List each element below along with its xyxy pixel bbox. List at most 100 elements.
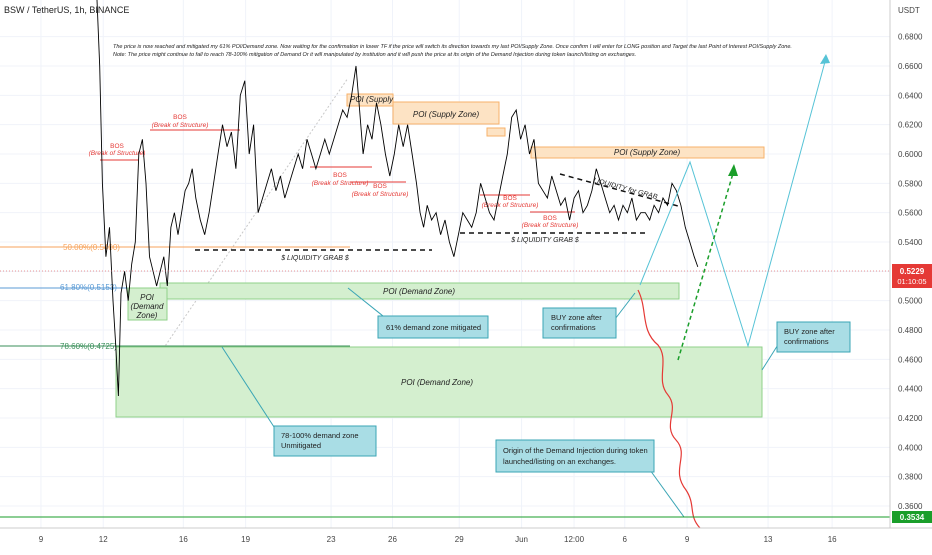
last-price-value: 0.5229 xyxy=(900,267,925,276)
callout-78-group: 78-100% demand zone Unmitigated xyxy=(221,346,377,457)
price-tick-label: 0.6800 xyxy=(898,33,923,42)
currency-label: USDT xyxy=(898,6,920,15)
price-tick-label: 0.4000 xyxy=(898,443,923,452)
note-line-1: The price is now reached and mitigated m… xyxy=(113,44,792,50)
price-tick-label: 0.3600 xyxy=(898,502,923,511)
bos-sub-4: (Break of Structure) xyxy=(352,191,409,198)
bos-title-4: BOS xyxy=(373,183,387,190)
time-tick-label: 6 xyxy=(623,535,628,544)
supply-zone-3 xyxy=(530,146,765,159)
callout-origin-group: Origin of the Demand Injection during to… xyxy=(495,439,685,518)
supply-zone-2 xyxy=(392,101,500,125)
bos-group-5: BOS (Break of Structure) xyxy=(480,194,539,209)
candle-countdown: 01:10:05 xyxy=(897,277,926,286)
projection-cyan-arrowhead xyxy=(820,54,830,64)
supply-zone-small-a xyxy=(486,127,506,137)
price-tick-label: 0.4200 xyxy=(898,414,923,423)
symbol-title: BSW / TetherUS, 1h, BINANCE xyxy=(4,5,129,15)
bos-group-6: BOS (Break of Structure) xyxy=(522,211,579,229)
callout-origin-line2: launched/listing on an exchanges. xyxy=(503,457,616,466)
callout-61-box xyxy=(377,315,489,339)
callout-61-text: 61% demand zone mitigated xyxy=(386,323,481,332)
price-series-line xyxy=(96,0,699,397)
last-price-tag xyxy=(892,264,932,288)
supply-zone-2-label: POI (Supply Zone) xyxy=(413,110,480,119)
price-tick-label: 0.6400 xyxy=(898,91,923,100)
poi-small-label-3: Zone) xyxy=(136,311,158,320)
demand-zone-78 xyxy=(115,346,763,418)
price-tick-label: 0.5400 xyxy=(898,238,923,247)
time-tick-label: 29 xyxy=(455,535,464,544)
price-tick-label: 0.6200 xyxy=(898,121,923,130)
time-tick-label: 19 xyxy=(241,535,250,544)
fib-786-label: 78.60%(0.4725) xyxy=(60,342,117,351)
callout-78-line1: 78-100% demand zone xyxy=(281,431,359,440)
plot-area[interactable] xyxy=(0,0,890,528)
time-axis-ticks[interactable]: 9 12 16 19 23 26 29 Jun 12:00 6 9 13 16 xyxy=(39,535,837,544)
price-tick-label: 0.5800 xyxy=(898,179,923,188)
price-tick-label: 0.4600 xyxy=(898,355,923,364)
time-tick-label: Jun xyxy=(515,535,528,544)
bos-title-5: BOS xyxy=(503,195,517,202)
callout-buy-2-line1: BUY zone after xyxy=(784,327,835,336)
projection-cyan-path xyxy=(639,57,827,348)
price-tick-label: 0.5600 xyxy=(898,209,923,218)
time-tick-label: 13 xyxy=(764,535,773,544)
price-tick-label: 0.3800 xyxy=(898,473,923,482)
callout-buy-1-line1: BUY zone after xyxy=(551,313,602,322)
projection-green-arrow xyxy=(677,169,735,361)
projection-green-arrowhead xyxy=(728,164,738,176)
bos-sub-6: (Break of Structure) xyxy=(522,222,579,229)
fib-618-label: 61.80%(0.5153) xyxy=(60,283,117,292)
price-tick-label: 0.6000 xyxy=(898,150,923,159)
time-tick-label: 16 xyxy=(828,535,837,544)
time-tick-label: 26 xyxy=(388,535,397,544)
callout-origin-line1: Origin of the Demand Injection during to… xyxy=(503,446,648,455)
bos-sub-1: (Break of Structure) xyxy=(89,150,146,157)
poi-small-label-1: POI xyxy=(140,293,155,302)
demand-zone-78-label: POI (Demand Zone) xyxy=(401,378,473,387)
bos-sub-3: (Break of Structure) xyxy=(312,180,369,187)
supply-zone-3-label: POI (Supply Zone) xyxy=(614,148,681,157)
callout-buy-2-group: BUY zone after confirmations xyxy=(761,321,851,371)
liquidity-label-1: $ LIQUIDITY GRAB $ xyxy=(280,255,349,262)
callout-buy-2-box xyxy=(776,321,851,353)
demand-zone-small xyxy=(127,287,168,321)
price-tick-label: 0.6600 xyxy=(898,62,923,71)
time-tick-label: 9 xyxy=(685,535,690,544)
poi-small-label-2: (Demand xyxy=(131,302,164,311)
bos-group-4: BOS (Break of Structure) xyxy=(350,181,409,198)
callout-buy-1-line2: confirmations xyxy=(551,323,596,332)
supply-zone-1-label: POI (Supply xyxy=(350,95,394,104)
time-tick-label: 12 xyxy=(99,535,108,544)
callout-buy-2-line2: confirmations xyxy=(784,337,829,346)
note-line-2: Note: The price might continue to fall t… xyxy=(113,52,636,58)
time-tick-label: 23 xyxy=(327,535,336,544)
bos-group-3: BOS (Break of Structure) xyxy=(310,166,372,187)
time-tick-label: 9 xyxy=(39,535,44,544)
callout-buy-1-box xyxy=(542,307,617,339)
bos-group-1: BOS (Break of Structure) xyxy=(89,143,146,161)
price-tick-label: 0.4800 xyxy=(898,326,923,335)
callout-61-group: 61% demand zone mitigated xyxy=(347,287,489,339)
liquidity-label-2: $ LIQUIDITY GRAB $ xyxy=(510,237,579,244)
time-tick-label: 12:00 xyxy=(564,535,585,544)
time-tick-label: 16 xyxy=(179,535,188,544)
bos-title-6: BOS xyxy=(543,215,557,222)
projection-red-path xyxy=(637,289,701,529)
price-tick-label: 0.4400 xyxy=(898,385,923,394)
bos-title-2: BOS xyxy=(173,114,187,121)
bos-title-1: BOS xyxy=(110,143,124,150)
bos-title-3: BOS xyxy=(333,172,347,179)
liquidity-line-3 xyxy=(559,173,679,207)
callout-origin-box xyxy=(495,439,655,473)
low-price-value: 0.3534 xyxy=(900,513,925,522)
callout-78-box xyxy=(273,425,377,457)
fib-50-label: 50.00%(0.5400) xyxy=(63,243,120,252)
bos-sub-2: (Break of Structure) xyxy=(152,122,209,129)
callout-78-line2: Unmitigated xyxy=(281,441,321,450)
price-tick-label: 0.5000 xyxy=(898,297,923,306)
callout-buy-1-group: BUY zone after confirmations xyxy=(542,292,636,339)
bos-sub-5: (Break of Structure) xyxy=(482,202,539,209)
